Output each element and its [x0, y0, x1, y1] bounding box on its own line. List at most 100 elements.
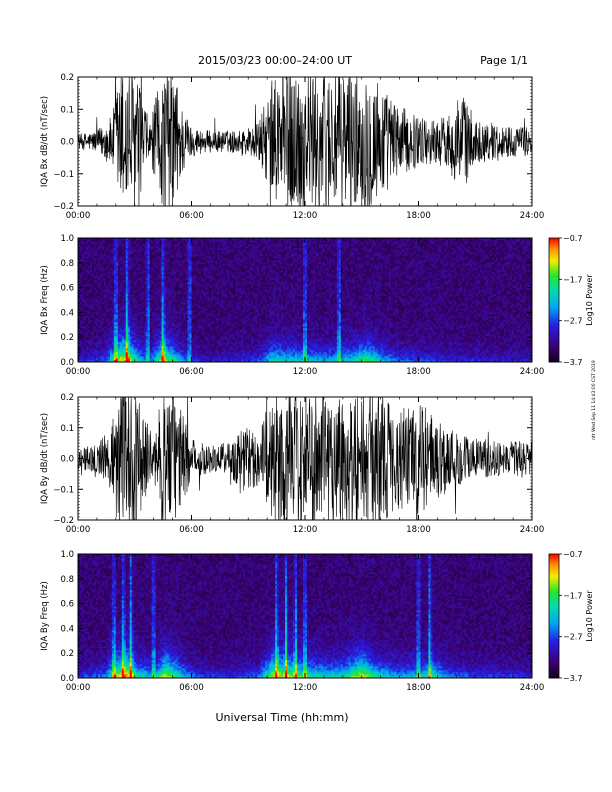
spectrogram-cell: [215, 266, 217, 268]
spectrogram-cell: [158, 268, 160, 270]
spectrogram-cell: [219, 356, 221, 358]
spectrogram-cell: [215, 334, 217, 336]
spectrogram-cell: [120, 272, 122, 274]
spectrogram-cell: [217, 340, 219, 342]
spectrogram-cell: [142, 260, 144, 262]
spectrogram-cell: [193, 248, 195, 250]
spectrogram-cell: [205, 310, 207, 312]
spectrogram-cell: [140, 356, 142, 358]
spectrogram-cell: [172, 270, 174, 272]
spectrogram-cell: [211, 342, 213, 344]
spectrogram-cell: [80, 348, 82, 350]
spectrogram-cell: [211, 340, 213, 342]
spectrogram-cell: [106, 266, 108, 268]
spectrogram-cell: [130, 316, 132, 318]
spectrogram-cell: [188, 334, 190, 336]
spectrogram-cell: [225, 316, 227, 318]
spectrogram-cell: [90, 268, 92, 270]
spectrogram-cell: [199, 346, 201, 348]
spectrogram-cell: [190, 310, 192, 312]
spectrogram-cell: [108, 256, 110, 258]
spectrogram-cell: [186, 330, 188, 332]
spectrogram-cell: [170, 298, 172, 300]
spectrogram-cell: [195, 258, 197, 260]
spectrogram-cell: [124, 254, 126, 256]
spectrogram-cell: [114, 346, 116, 348]
spectrogram-cell: [223, 284, 225, 286]
spectrogram-cell: [138, 266, 140, 268]
spectrogram-cell: [130, 310, 132, 312]
spectrogram-cell: [188, 284, 190, 286]
spectrogram-cell: [144, 312, 146, 314]
spectrogram-cell: [110, 346, 112, 348]
spectrogram-cell: [148, 316, 150, 318]
spectrogram-cell: [118, 342, 120, 344]
spectrogram-cell: [227, 272, 229, 274]
spectrogram-cell: [148, 290, 150, 292]
spectrogram-cell: [82, 320, 84, 322]
spectrogram-cell: [176, 292, 178, 294]
spectrogram-cell: [213, 310, 215, 312]
spectrogram-cell: [180, 294, 182, 296]
spectrogram-cell: [100, 272, 102, 274]
spectrogram-cell: [227, 264, 229, 266]
spectrogram-cell: [176, 288, 178, 290]
spectrogram-cell: [104, 286, 106, 288]
spectrogram-cell: [182, 294, 184, 296]
spectrogram-cell: [122, 340, 124, 342]
spectrogram-cell: [94, 270, 96, 272]
spectrogram-cell: [98, 300, 100, 302]
spectrogram-cell: [132, 266, 134, 268]
spectrogram-cell: [148, 350, 150, 352]
spectrogram-cell: [197, 286, 199, 288]
spectrogram-cell: [215, 274, 217, 276]
spectrogram-cell: [138, 336, 140, 338]
spectrogram-cell: [201, 322, 203, 324]
spectrogram-cell: [203, 256, 205, 258]
spectrogram-cell: [231, 298, 233, 300]
spectrogram-cell: [146, 240, 148, 242]
spectrogram-cell: [98, 334, 100, 336]
spectrogram-cell: [160, 352, 162, 354]
spectrogram-cell: [205, 308, 207, 310]
spectrogram-cell: [176, 254, 178, 256]
spectrogram-cell: [150, 322, 152, 324]
spectrogram-cell: [190, 308, 192, 310]
spectrogram-cell: [118, 268, 120, 270]
spectrogram-cell: [118, 288, 120, 290]
spectrogram-cell: [124, 276, 126, 278]
spectrogram-cell: [186, 242, 188, 244]
spectrogram-cell: [122, 308, 124, 310]
spectrogram-cell: [110, 284, 112, 286]
spectrogram-cell: [122, 326, 124, 328]
spectrogram-cell: [188, 314, 190, 316]
spectrogram-cell: [199, 296, 201, 298]
spectrogram-cell: [150, 266, 152, 268]
spectrogram-cell: [92, 242, 94, 244]
spectrogram-cell: [199, 332, 201, 334]
spectrogram-cell: [134, 312, 136, 314]
spectrogram-cell: [184, 358, 186, 360]
spectrogram-cell: [199, 322, 201, 324]
spectrogram-cell: [130, 308, 132, 310]
spectrogram-cell: [116, 278, 118, 280]
spectrogram-cell: [88, 282, 90, 284]
spectrogram-cell: [130, 300, 132, 302]
spectrogram-cell: [128, 306, 130, 308]
spectrogram-cell: [231, 342, 233, 344]
spectrogram-cell: [231, 258, 233, 260]
spectrogram-cell: [112, 336, 114, 338]
spectrogram-cell: [190, 260, 192, 262]
spectrogram-cell: [126, 240, 128, 242]
spectrogram-cell: [207, 272, 209, 274]
spectrogram-cell: [162, 252, 164, 254]
spectrogram-cell: [124, 284, 126, 286]
spectrogram-cell: [106, 244, 108, 246]
spectrogram-cell: [122, 272, 124, 274]
spectrogram-cell: [120, 262, 122, 264]
spectrogram-cell: [168, 296, 170, 298]
spectrogram-cell: [130, 264, 132, 266]
spectrogram-cell: [193, 284, 195, 286]
spectrogram-cell: [126, 242, 128, 244]
spectrogram-cell: [128, 348, 130, 350]
